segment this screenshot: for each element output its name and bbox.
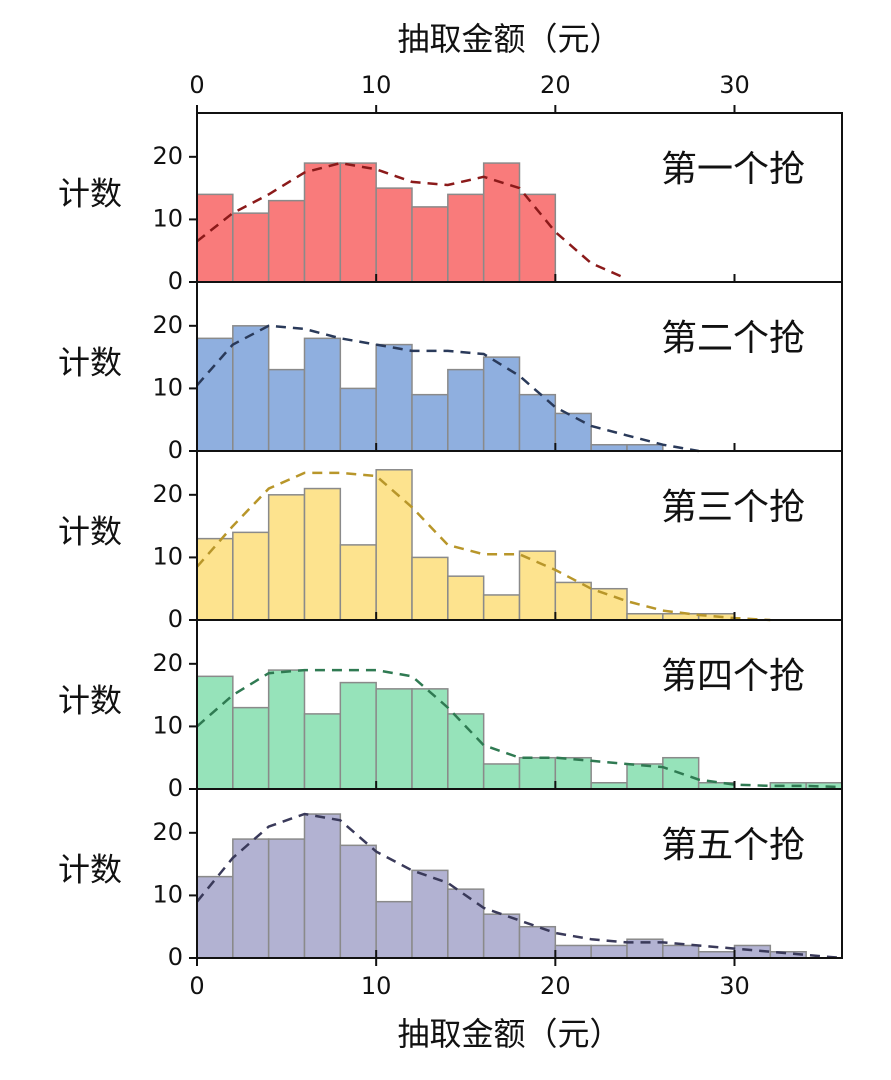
bar [518,925,557,959]
bar [518,193,557,283]
bar [232,838,270,959]
bar [482,913,521,959]
y-axis-label: 计数 [58,344,122,382]
bar [232,325,270,452]
bar [375,343,413,452]
bar [303,713,342,790]
fit-curve [196,161,628,281]
y-tick-label: 0 [168,605,183,633]
y-tick-label: 0 [168,774,183,802]
x-tick-label: 20 [540,71,571,99]
bar [232,531,270,621]
bar [267,368,306,452]
y-tick-label: 0 [168,267,183,295]
bar [339,162,377,283]
bar [339,844,377,959]
y-axis-label: 计数 [58,851,122,889]
bar [411,556,449,621]
fit-curve [196,812,843,960]
bar [303,337,342,452]
bar [411,869,449,959]
bar [482,162,521,283]
bar [482,763,521,790]
x-axis-label: 抽取金额（元） [397,20,621,58]
y-tick-label: 10 [152,880,183,908]
panel-label: 第二个抢 [661,318,805,359]
bar [339,544,377,621]
bar [303,813,342,959]
bar [554,944,592,959]
fit-curve [196,668,843,789]
bar [411,206,449,283]
bar [590,944,628,959]
y-tick-label: 0 [168,943,183,971]
bar [554,581,592,621]
bar [482,594,521,621]
x-tick-label: 30 [719,972,750,1000]
fit-curve [196,324,699,453]
bar [303,487,342,621]
bar [554,756,592,790]
y-axis-label: 计数 [58,682,122,720]
bar [196,537,234,621]
x-tick-label: 10 [361,71,392,99]
bar [232,706,270,790]
y-tick-label: 20 [152,480,183,508]
y-tick-label: 20 [152,311,183,339]
x-tick-label: 0 [189,972,204,1000]
x-tick-label: 20 [540,972,571,1000]
bar [518,550,557,621]
bar [375,688,413,790]
y-tick-label: 20 [152,818,183,846]
panel-label: 第四个抢 [661,656,805,697]
bar [375,187,413,283]
y-tick-label: 10 [152,711,183,739]
x-tick-label: 0 [189,71,204,99]
bar [267,669,306,790]
bar [196,337,234,452]
panel-label: 第五个抢 [661,825,805,866]
bar [447,193,485,283]
x-tick-label: 30 [719,71,750,99]
panel-label: 第三个抢 [661,487,805,528]
bar [447,888,485,959]
bar [267,199,306,283]
x-axis-label: 抽取金额（元） [397,1015,621,1053]
bar [267,838,306,959]
bar [375,900,413,959]
y-axis-label: 计数 [58,513,122,551]
bar [554,412,592,452]
bar [375,469,413,621]
y-tick-label: 10 [152,373,183,401]
bar [339,387,377,452]
y-tick-label: 10 [152,542,183,570]
bar [339,681,377,790]
x-tick-label: 10 [361,972,392,1000]
bar [518,393,557,452]
bar [447,575,485,621]
bar [411,393,449,452]
bar [662,944,700,959]
bar [303,162,342,283]
bar [267,494,306,621]
y-tick-label: 20 [152,142,183,170]
panel-label: 第一个抢 [661,149,805,190]
y-tick-label: 10 [152,204,183,232]
bar [232,212,270,283]
y-tick-label: 20 [152,649,183,677]
bar [518,756,557,790]
bar [196,875,234,959]
plot-frame [196,788,843,959]
bar [447,368,485,452]
y-tick-label: 0 [168,436,183,464]
y-axis-label: 计数 [58,175,122,213]
bar [590,587,628,621]
bar [196,675,234,790]
bar [626,763,664,790]
